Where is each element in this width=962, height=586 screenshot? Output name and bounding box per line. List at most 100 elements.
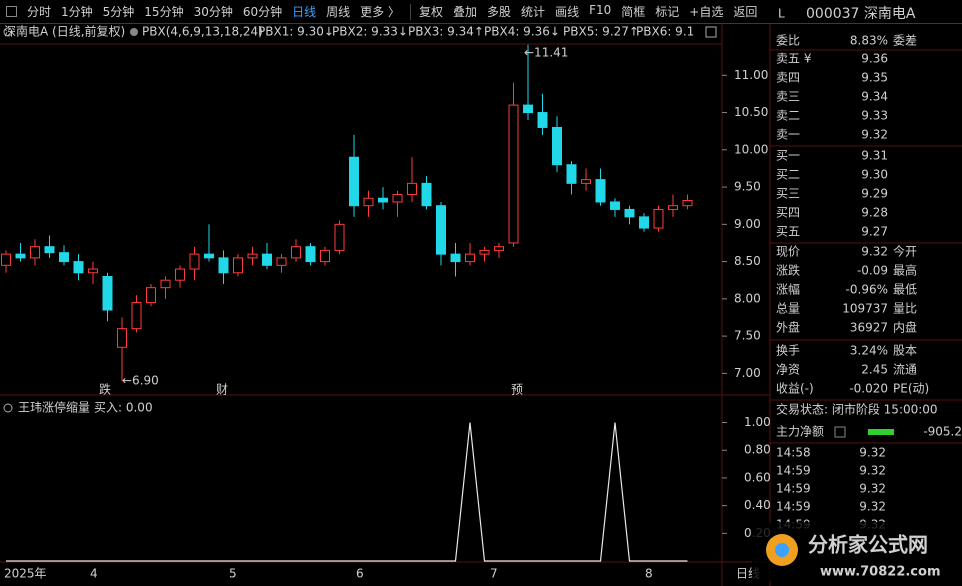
candle-body — [378, 197, 388, 203]
candle-body — [276, 257, 287, 266]
row-right: 量比 — [893, 302, 917, 316]
row-value: -905.2 — [923, 425, 962, 439]
separator — [410, 3, 411, 20]
candle-body — [146, 287, 156, 304]
icon — [3, 27, 13, 37]
candle-body — [1, 253, 11, 266]
icon — [834, 426, 846, 438]
toolbar-button[interactable]: 15分钟 — [144, 5, 184, 19]
candle-body — [436, 205, 446, 255]
watermark-url: www.70822.com — [820, 565, 941, 580]
candle-body — [624, 208, 635, 218]
toolbar-button[interactable]: 1分钟 — [61, 5, 93, 19]
candle-body — [160, 279, 171, 289]
tick-time: 14:59 — [776, 464, 811, 478]
tick-price: 9.32 — [859, 500, 886, 514]
toolbar: 分时 1分钟 5分钟 15分钟 30分钟 60分钟 日线 周线 更多 〉 复权 叠加 多股 统计 画线 F… — [0, 0, 962, 24]
candle-body — [44, 246, 55, 254]
watermark-name: 分析家公式网 — [808, 533, 928, 557]
toolbar-button[interactable]: 复权 — [419, 5, 444, 19]
candle-body — [494, 246, 504, 251]
y-tick-label: 11.00 — [734, 68, 768, 82]
candle-body — [363, 197, 374, 207]
row-label: 现价 — [776, 245, 800, 259]
toolbar-button[interactable]: 标记 — [655, 5, 680, 19]
toolbar-button[interactable]: 更多 〉 — [360, 5, 400, 19]
row-value: 9.33 — [861, 109, 888, 123]
indicator-icon — [130, 28, 138, 36]
x-tick-label: 8 — [645, 567, 653, 581]
candle-body — [262, 253, 272, 266]
row-value: 9.28 — [861, 206, 888, 220]
signal-marker: 财 — [216, 383, 228, 397]
toolbar-button[interactable]: 统计 — [521, 5, 546, 19]
row-label: 买三 — [776, 187, 800, 201]
row-value: 36927 — [850, 321, 888, 335]
x-tick-label: 7 — [490, 567, 498, 581]
row-label: 委比 — [776, 34, 800, 48]
legend-toggle[interactable] — [705, 26, 717, 38]
toolbar-button[interactable]: +自选 — [689, 5, 724, 19]
toolbar-button[interactable]: 5分钟 — [102, 5, 135, 19]
toolbar-button[interactable]: 30分钟 — [193, 5, 233, 19]
legend-entry: PBX5: 9.27↑ — [563, 25, 639, 39]
toolbar-button[interactable]: 画线 — [555, 5, 580, 19]
candle-body — [421, 182, 432, 207]
candle-body — [102, 275, 113, 311]
row-label: 收益(-) — [776, 382, 814, 396]
toolbar-button[interactable]: 周线 — [326, 5, 351, 19]
row-value: 9.27 — [861, 225, 888, 239]
net-bar — [868, 429, 894, 435]
menu-icon[interactable] — [6, 6, 17, 17]
indicator-line — [6, 422, 688, 562]
candle-body — [247, 253, 258, 259]
y-tick-label: 7.00 — [734, 366, 761, 380]
row-label: 卖一 — [776, 128, 800, 142]
row-label: 卖三 — [776, 90, 800, 104]
toolbar-button[interactable]: 多股 — [487, 5, 512, 19]
toolbar-right: 复权 叠加 多股 统计 画线 F10 简框 标记 +自选 返回 — [419, 3, 767, 20]
y-tick-label: 1.00 — [744, 415, 771, 429]
candle-body — [59, 252, 69, 263]
row-value: 9.34 — [861, 90, 888, 104]
toolbar-button[interactable]: F10 — [589, 3, 612, 17]
row-label: 外盘 — [776, 320, 800, 335]
chart-title: 深南电A (日线,前复权) — [4, 24, 125, 39]
candle-body — [682, 199, 693, 207]
y-tick-label: 8.50 — [734, 254, 761, 268]
tick-time: 14:59 — [776, 500, 811, 514]
tick-price: 9.32 — [859, 446, 886, 460]
candle-body — [189, 253, 200, 270]
y-tick-label: 0.60 — [744, 470, 771, 484]
legend-entry: PBX1: 9.30↓ — [258, 25, 334, 39]
toolbar-left: 分时 1分钟 5分钟 15分钟 30分钟 60分钟 日线 周线 更多 〉 — [27, 3, 410, 20]
y-tick-label: 9.50 — [734, 180, 761, 194]
candle-body — [610, 201, 620, 210]
x-tick-label: 5 — [229, 567, 237, 581]
toolbar-button[interactable]: 返回 — [733, 5, 758, 19]
candle-body — [653, 208, 664, 229]
toolbar-button[interactable]: 叠加 — [453, 5, 478, 19]
tick-price: 9.32 — [859, 482, 886, 496]
row-value: 9.30 — [861, 168, 888, 182]
row-right: PE(动) — [893, 382, 929, 396]
signal-marker: 预 — [511, 383, 523, 397]
toolbar-button[interactable]: 分时 — [27, 5, 52, 19]
row-right: 股本 — [893, 344, 917, 358]
candle-body — [291, 246, 301, 259]
candle-body — [88, 268, 98, 274]
row-value: 9.32 — [861, 245, 888, 259]
y-tick-label: 10.00 — [734, 142, 768, 156]
y-tick-label: 0.40 — [744, 498, 771, 512]
toolbar-button[interactable]: 日线 — [292, 5, 317, 19]
row-value: 8.83% — [850, 34, 888, 48]
candle-body — [407, 182, 417, 196]
row-label: 净资 — [776, 363, 800, 377]
toolbar-button[interactable]: 60分钟 — [242, 5, 283, 19]
candle-body — [668, 205, 678, 210]
candle-body — [175, 268, 185, 281]
candle-body — [131, 302, 142, 330]
toolbar-button[interactable]: 简框 — [621, 5, 646, 19]
tick-time: 14:59 — [776, 482, 811, 496]
